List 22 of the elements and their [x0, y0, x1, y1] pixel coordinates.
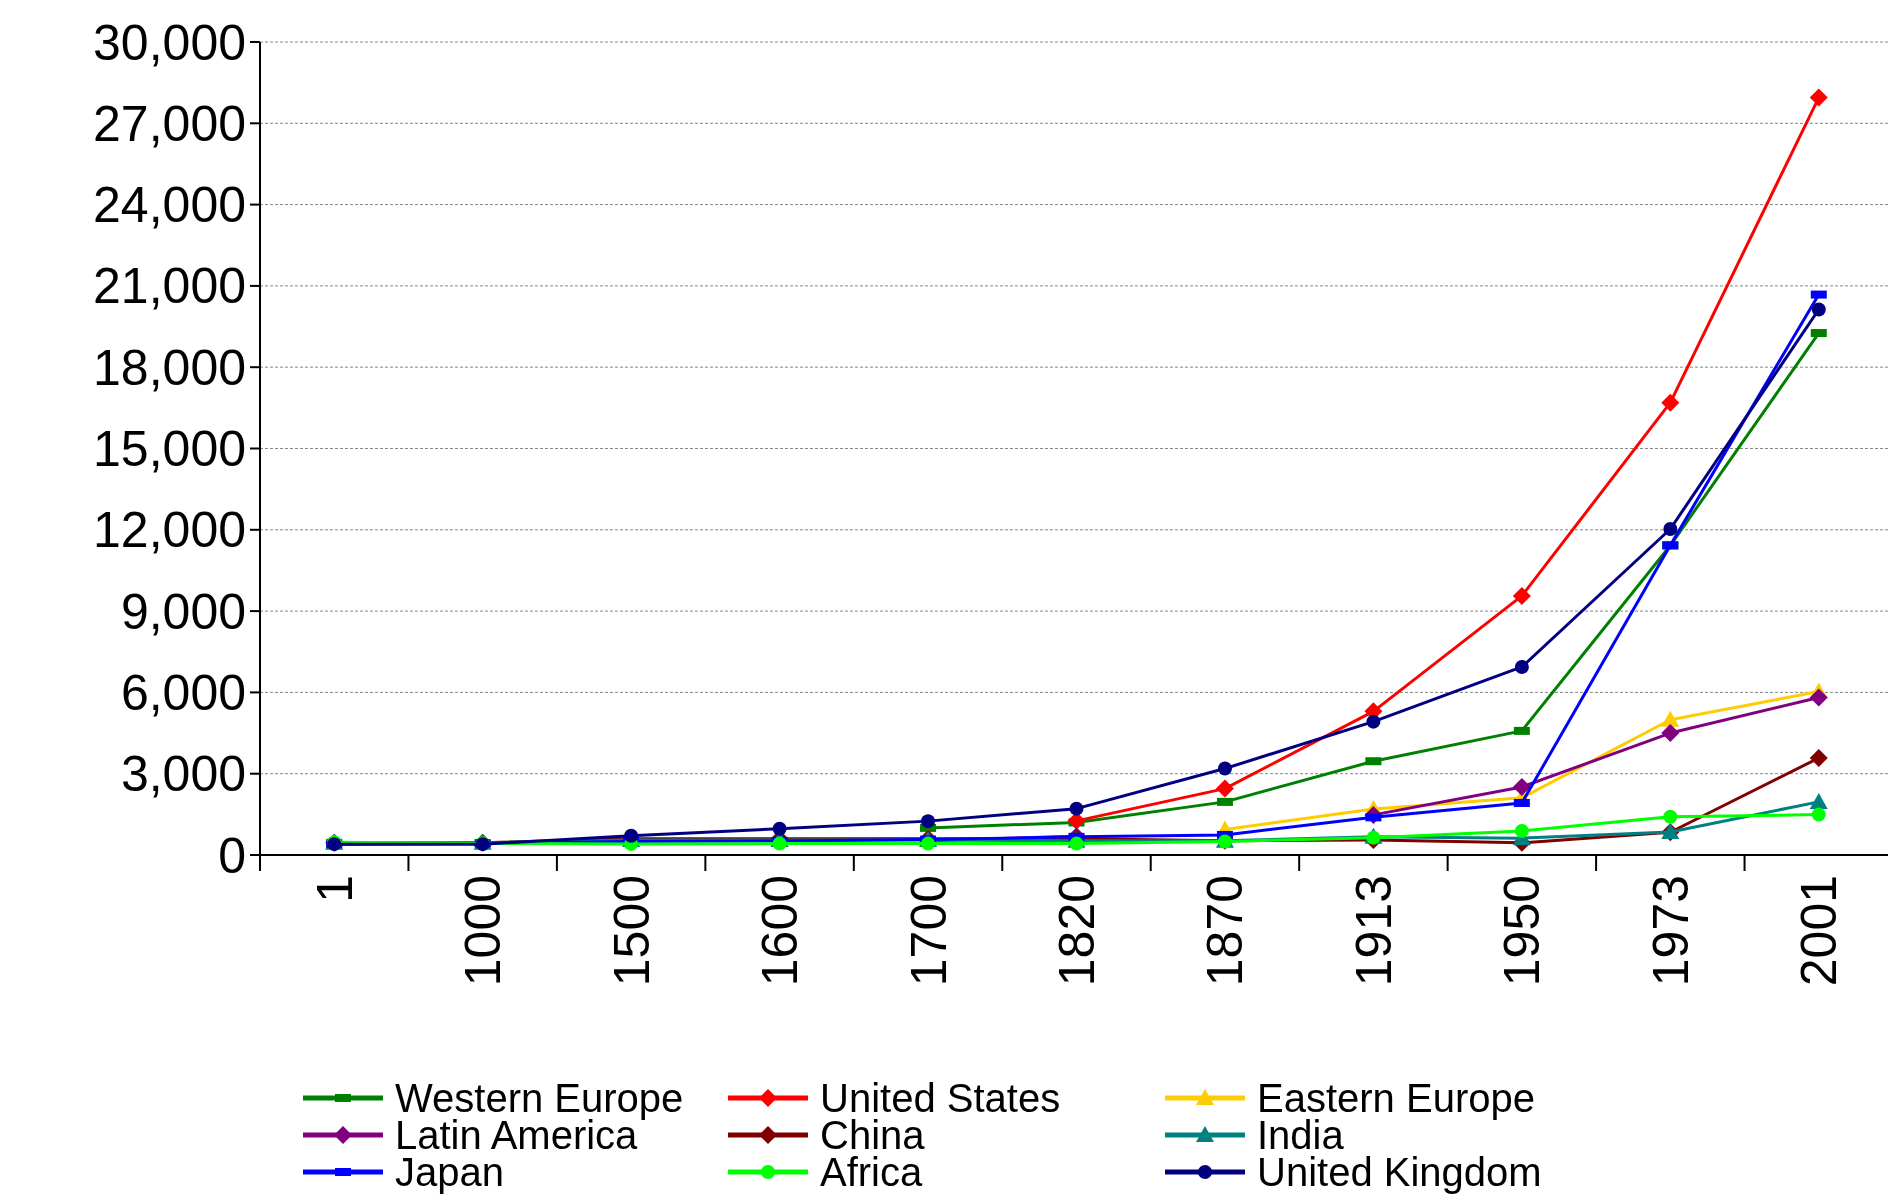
x-tick-label: 1870 — [1197, 875, 1254, 987]
y-tick-label: 27,000 — [93, 95, 246, 152]
x-tick-label: 1973 — [1642, 875, 1699, 987]
y-tick-label: 0 — [218, 827, 246, 884]
y-tick-label: 12,000 — [93, 502, 246, 559]
y-tick-label: 24,000 — [93, 177, 246, 234]
x-tick-label: 1000 — [455, 875, 512, 987]
y-tick-label: 9,000 — [120, 583, 246, 640]
y-tick-label: 18,000 — [93, 339, 246, 396]
x-tick-label: 1600 — [752, 875, 809, 987]
y-tick-label: 21,000 — [93, 258, 246, 315]
x-tick-label: 2001 — [1791, 875, 1848, 987]
x-tick-label: 1700 — [900, 875, 957, 987]
y-tick-label: 15,000 — [93, 421, 246, 477]
y-tick-label: 3,000 — [120, 746, 246, 803]
x-tick-label: 1820 — [1049, 875, 1105, 987]
x-tick-label: 1500 — [603, 875, 660, 987]
y-tick-label: 6,000 — [120, 664, 246, 721]
x-tick-label: 1950 — [1494, 875, 1551, 987]
y-tick-label: 30,000 — [93, 14, 246, 71]
x-tick-label: 1913 — [1345, 875, 1402, 987]
x-tick-label: 1 — [306, 875, 363, 903]
